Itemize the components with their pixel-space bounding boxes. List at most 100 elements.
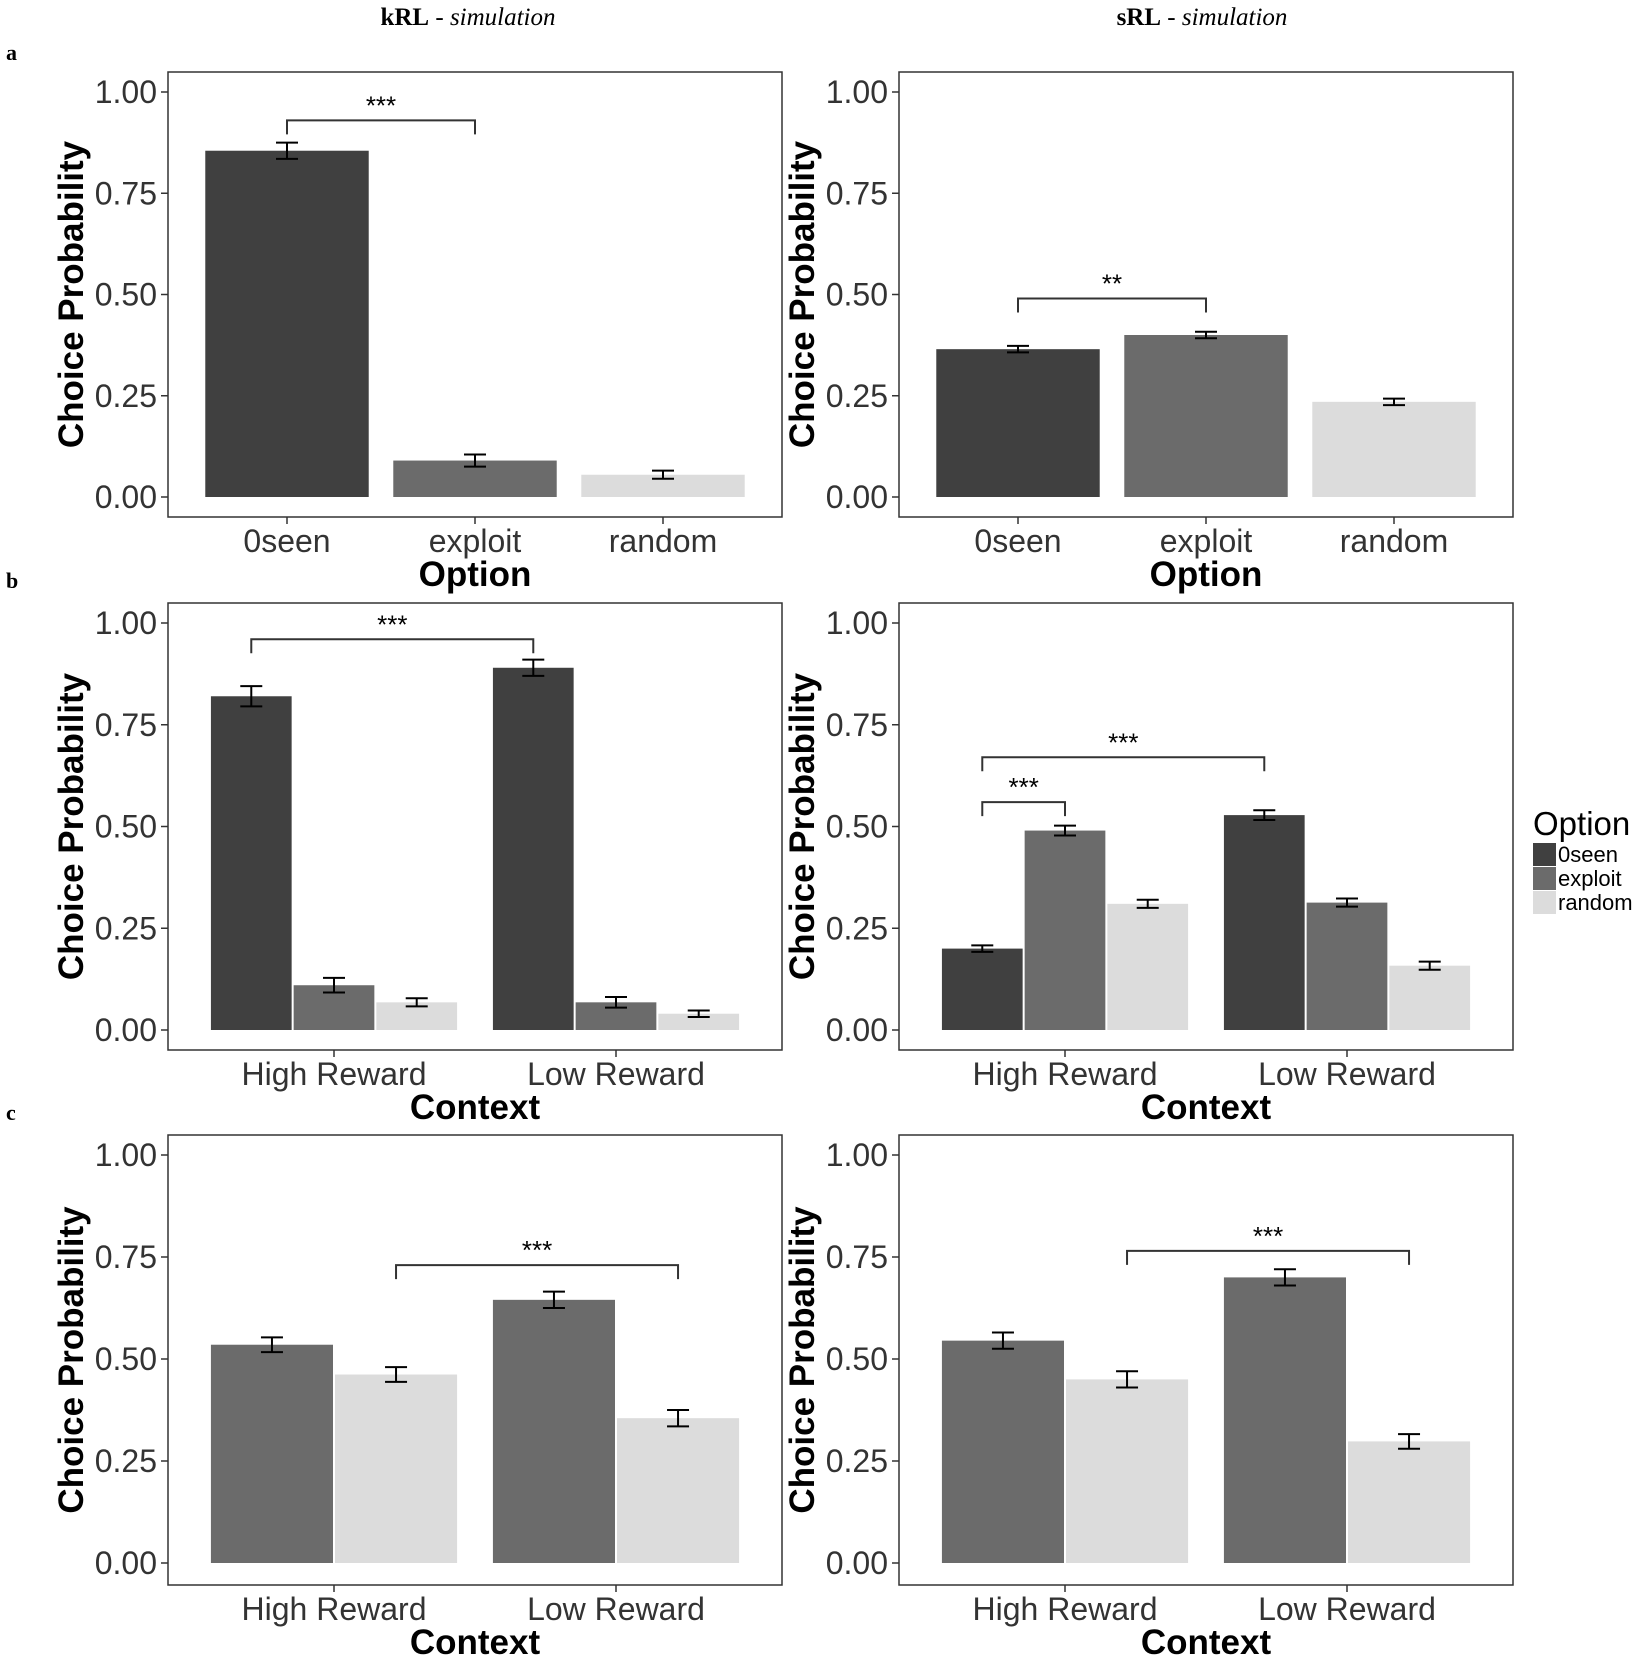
legend-label-random: random (1558, 890, 1633, 915)
y-tick-label: 0.00 (826, 479, 888, 515)
bar (492, 1299, 615, 1563)
significance-label: ** (1102, 269, 1122, 299)
y-tick-label: 0.75 (826, 1239, 888, 1275)
bar (1223, 815, 1305, 1030)
column-title-srl: sRL - simulation (1117, 4, 1288, 31)
bar (936, 349, 1100, 497)
y-tick-label: 0.50 (95, 1341, 157, 1377)
significance-label: *** (1008, 772, 1038, 802)
y-tick-label: 0.25 (826, 378, 888, 414)
significance-bracket (395, 1264, 680, 1280)
column-title-krl: kRL - simulation (380, 4, 555, 31)
legend: Option 0seen exploit random (1533, 805, 1633, 915)
y-tick-label: 0.25 (95, 1443, 157, 1479)
y-tick-label: 1.00 (95, 605, 157, 641)
y-tick-label: 0.75 (95, 175, 157, 211)
y-tick-label: 0.00 (95, 1545, 157, 1581)
significance-label: *** (1108, 727, 1138, 757)
y-tick-label: 1.00 (95, 1137, 157, 1173)
y-tick-label: 0.25 (826, 1443, 888, 1479)
x-tick-label: Low Reward (527, 1591, 705, 1627)
bar (1306, 902, 1388, 1030)
legend-swatch-0seen (1533, 843, 1556, 866)
x-tick-label: exploit (429, 523, 522, 559)
y-tick-label: 0.50 (826, 277, 888, 313)
significance-label: *** (377, 609, 407, 639)
bar (617, 1418, 740, 1563)
y-tick-label: 0.25 (95, 910, 157, 946)
y-tick-label: 1.00 (826, 74, 888, 110)
y-tick-label: 0.25 (826, 910, 888, 946)
y-tick-label: 0.50 (95, 277, 157, 313)
legend-label-exploit: exploit (1558, 866, 1622, 891)
y-axis-title: Choice Probability (52, 1206, 91, 1514)
bar (1223, 1277, 1346, 1563)
panel-label-c: c (6, 1100, 16, 1125)
significance-bracket (1017, 297, 1207, 313)
bar (205, 150, 369, 497)
bar (1124, 335, 1288, 497)
x-tick-label: High Reward (973, 1056, 1158, 1092)
x-axis-title: Option (1150, 555, 1263, 594)
x-axis-title: Context (410, 1623, 541, 1658)
bar (1107, 903, 1189, 1030)
legend-title: Option (1533, 805, 1630, 842)
y-tick-label: 1.00 (826, 1137, 888, 1173)
y-axis-title: Choice Probability (783, 672, 822, 980)
bar (210, 696, 292, 1030)
y-tick-label: 0.75 (95, 707, 157, 743)
significance-label: *** (1253, 1221, 1283, 1251)
y-tick-label: 1.00 (95, 74, 157, 110)
x-tick-label: random (1340, 523, 1449, 559)
y-axis-title: Choice Probability (52, 140, 91, 448)
y-tick-label: 0.75 (95, 1239, 157, 1275)
legend-swatch-exploit (1533, 867, 1556, 890)
x-axis-title: Context (1141, 1088, 1272, 1127)
bar (581, 474, 745, 497)
x-axis-title: Context (410, 1088, 541, 1127)
bar (1312, 401, 1476, 497)
y-axis-title: Choice Probability (52, 672, 91, 980)
x-axis-title: Context (1141, 1623, 1272, 1658)
y-tick-label: 0.50 (826, 1341, 888, 1377)
significance-bracket (981, 801, 1066, 817)
significance-bracket (250, 638, 535, 654)
legend-label-0seen: 0seen (1558, 842, 1618, 867)
significance-label: *** (366, 90, 396, 120)
y-tick-label: 0.00 (95, 1012, 157, 1048)
bar (1348, 1441, 1471, 1563)
bar (492, 667, 574, 1030)
y-axis-title: Choice Probability (783, 1206, 822, 1514)
x-axis-title: Option (419, 555, 532, 594)
y-axis-title: Choice Probability (783, 140, 822, 448)
x-tick-label: High Reward (242, 1056, 427, 1092)
y-tick-label: 0.00 (826, 1545, 888, 1581)
panel-label-b: b (6, 568, 18, 593)
bar (1066, 1379, 1189, 1563)
y-tick-label: 0.50 (95, 809, 157, 845)
bar (941, 1340, 1064, 1563)
x-tick-label: 0seen (243, 523, 330, 559)
y-tick-label: 0.50 (826, 809, 888, 845)
bar (1389, 965, 1471, 1030)
significance-bracket (286, 119, 476, 135)
x-tick-label: Low Reward (527, 1056, 705, 1092)
y-tick-label: 0.75 (826, 707, 888, 743)
significance-bracket (981, 756, 1266, 772)
x-tick-label: Low Reward (1258, 1591, 1436, 1627)
bar (1024, 830, 1106, 1030)
bar (210, 1344, 333, 1563)
legend-swatch-random (1533, 891, 1556, 914)
x-tick-label: Low Reward (1258, 1056, 1436, 1092)
x-tick-label: 0seen (974, 523, 1061, 559)
y-tick-label: 1.00 (826, 605, 888, 641)
significance-bracket (1126, 1249, 1411, 1265)
panel-label-a: a (6, 40, 17, 65)
y-tick-label: 0.25 (95, 378, 157, 414)
